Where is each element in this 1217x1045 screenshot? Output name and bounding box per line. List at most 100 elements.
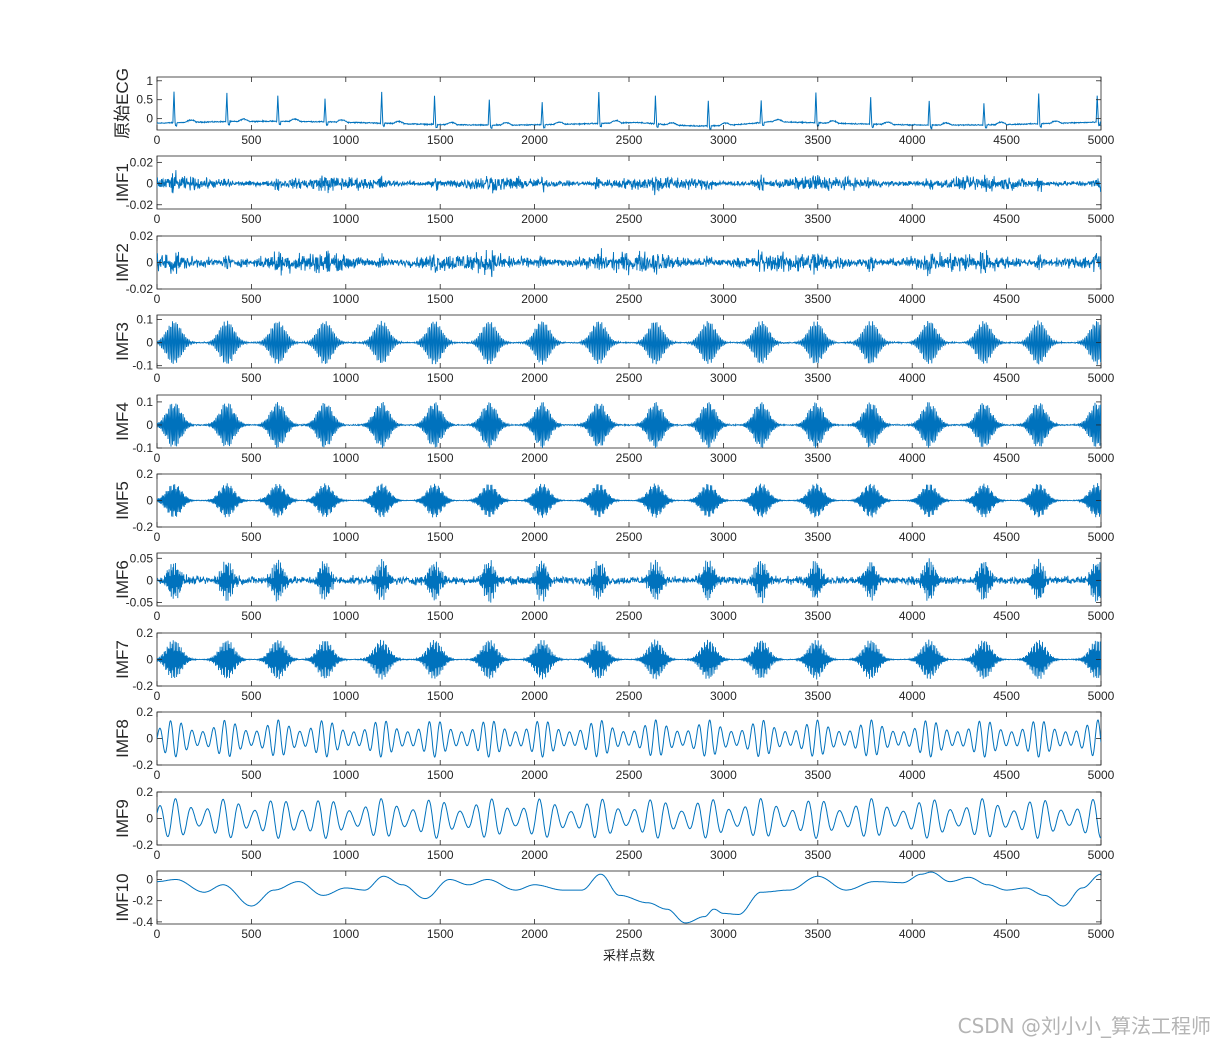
y-tick-label: 0.2 bbox=[136, 705, 153, 719]
x-tick-label: 0 bbox=[154, 927, 161, 941]
x-tick-label: 3500 bbox=[804, 133, 831, 147]
y-axis-label: IMF2 bbox=[113, 243, 132, 282]
x-tick-label: 1000 bbox=[332, 451, 359, 465]
x-tick-label: 4000 bbox=[899, 451, 926, 465]
x-tick-label: 3500 bbox=[804, 768, 831, 782]
y-tick-label: 0 bbox=[146, 732, 153, 746]
y-tick-label: 0 bbox=[146, 418, 153, 432]
x-tick-label: 3000 bbox=[710, 371, 737, 385]
x-tick-label: 500 bbox=[241, 530, 261, 544]
x-tick-label: 4500 bbox=[993, 133, 1020, 147]
x-tick-label: 4000 bbox=[899, 689, 926, 703]
x-tick-label: 5000 bbox=[1088, 133, 1115, 147]
x-tick-label: 4000 bbox=[899, 212, 926, 226]
axes-box bbox=[156, 711, 1102, 766]
x-tick-label: 2000 bbox=[521, 927, 548, 941]
x-tick-label: 3500 bbox=[804, 451, 831, 465]
y-tick-label: -0.1 bbox=[132, 359, 153, 373]
y-tick-label: 0 bbox=[146, 812, 153, 826]
x-tick-label: 3500 bbox=[804, 371, 831, 385]
x-tick-label: 2000 bbox=[521, 768, 548, 782]
y-axis-label: IMF7 bbox=[113, 640, 132, 679]
y-axis-label: IMF5 bbox=[113, 481, 132, 520]
axes-box bbox=[156, 314, 1102, 369]
x-tick-label: 0 bbox=[154, 292, 161, 306]
x-tick-label: 1000 bbox=[332, 530, 359, 544]
x-tick-label: 2000 bbox=[521, 451, 548, 465]
x-tick-label: 2500 bbox=[616, 451, 643, 465]
y-axis-label: IMF9 bbox=[113, 799, 132, 838]
x-tick-label: 1500 bbox=[427, 848, 454, 862]
x-tick-label: 0 bbox=[154, 530, 161, 544]
x-axis-label: 采样点数 bbox=[603, 949, 655, 964]
x-tick-label: 1500 bbox=[427, 133, 454, 147]
x-tick-label: 1500 bbox=[427, 212, 454, 226]
x-tick-label: 4500 bbox=[993, 530, 1020, 544]
x-tick-label: 3000 bbox=[710, 530, 737, 544]
y-tick-label: 0.02 bbox=[130, 155, 154, 169]
x-tick-label: 3000 bbox=[710, 212, 737, 226]
x-tick-label: 4000 bbox=[899, 848, 926, 862]
x-tick-label: 500 bbox=[241, 133, 261, 147]
y-tick-label: 0.2 bbox=[136, 626, 153, 640]
x-tick-label: 4000 bbox=[899, 371, 926, 385]
x-tick-label: 3000 bbox=[710, 768, 737, 782]
y-tick-label: 0 bbox=[146, 256, 153, 270]
subplot-4: 0.10-0.10 500 1000 1500 2000 2500 3000 3500 4000… bbox=[113, 313, 1115, 385]
y-tick-label: -0.2 bbox=[132, 894, 153, 908]
series-line bbox=[157, 483, 1101, 518]
x-tick-label: 500 bbox=[241, 212, 261, 226]
x-tick-label: 5000 bbox=[1088, 292, 1115, 306]
series-line bbox=[157, 320, 1101, 365]
x-tick-label: 4500 bbox=[993, 609, 1020, 623]
y-tick-label: 0.5 bbox=[136, 93, 153, 107]
x-tick-label: 1000 bbox=[332, 848, 359, 862]
x-tick-label: 2000 bbox=[521, 689, 548, 703]
y-axis-label: 原始ECG bbox=[113, 68, 132, 139]
y-axis-label: IMF10 bbox=[113, 873, 132, 921]
x-tick-label: 3000 bbox=[710, 848, 737, 862]
x-tick-label: 3500 bbox=[804, 212, 831, 226]
y-tick-label: -0.2 bbox=[132, 520, 153, 534]
series-line bbox=[157, 798, 1101, 839]
x-tick-label: 3000 bbox=[710, 689, 737, 703]
subplot-3: 0.020-0.020 500 1000 1500 2000 2500 3000 3500 40… bbox=[113, 229, 1115, 306]
x-tick-label: 4500 bbox=[993, 451, 1020, 465]
x-tick-label: 1500 bbox=[427, 371, 454, 385]
x-tick-label: 2500 bbox=[616, 212, 643, 226]
subplot-10: 0.20-0.20 500 1000 1500 2000 2500 3000 3500 4000… bbox=[113, 785, 1115, 862]
x-tick-label: 1000 bbox=[332, 927, 359, 941]
subplot-7: 0.050-0.050 500 1000 1500 2000 2500 3000 3500 40… bbox=[113, 551, 1115, 623]
y-axis-label: IMF6 bbox=[113, 560, 132, 599]
x-tick-label: 4500 bbox=[993, 371, 1020, 385]
x-tick-label: 0 bbox=[154, 768, 161, 782]
series-line bbox=[157, 248, 1101, 278]
x-tick-label: 500 bbox=[241, 848, 261, 862]
x-tick-label: 3500 bbox=[804, 689, 831, 703]
x-tick-label: 2000 bbox=[521, 292, 548, 306]
x-tick-label: 4500 bbox=[993, 927, 1020, 941]
x-tick-label: 5000 bbox=[1088, 609, 1115, 623]
x-tick-label: 3000 bbox=[710, 451, 737, 465]
series-line bbox=[157, 639, 1101, 680]
y-tick-label: 1 bbox=[146, 74, 153, 88]
x-tick-label: 0 bbox=[154, 609, 161, 623]
axes-box bbox=[156, 76, 1102, 131]
y-tick-label: -0.1 bbox=[132, 441, 153, 455]
x-tick-label: 1000 bbox=[332, 689, 359, 703]
subplot-stack: 1 0.5 0 0 500 1000 1500 2000 2500 3000 3500 4000 450… bbox=[113, 68, 1115, 941]
x-tick-label: 500 bbox=[241, 609, 261, 623]
y-tick-label: 0.1 bbox=[136, 313, 153, 327]
x-tick-label: 4500 bbox=[993, 212, 1020, 226]
x-tick-label: 2500 bbox=[616, 530, 643, 544]
x-tick-label: 4500 bbox=[993, 848, 1020, 862]
x-tick-label: 2000 bbox=[521, 133, 548, 147]
subplot-8: 0.20-0.20 500 1000 1500 2000 2500 3000 3500 4000… bbox=[113, 626, 1115, 703]
x-tick-label: 0 bbox=[154, 848, 161, 862]
y-tick-label: -0.02 bbox=[126, 282, 154, 296]
x-tick-label: 1000 bbox=[332, 133, 359, 147]
series-line bbox=[157, 558, 1101, 604]
x-tick-label: 0 bbox=[154, 451, 161, 465]
y-tick-label: 0.02 bbox=[130, 229, 154, 243]
